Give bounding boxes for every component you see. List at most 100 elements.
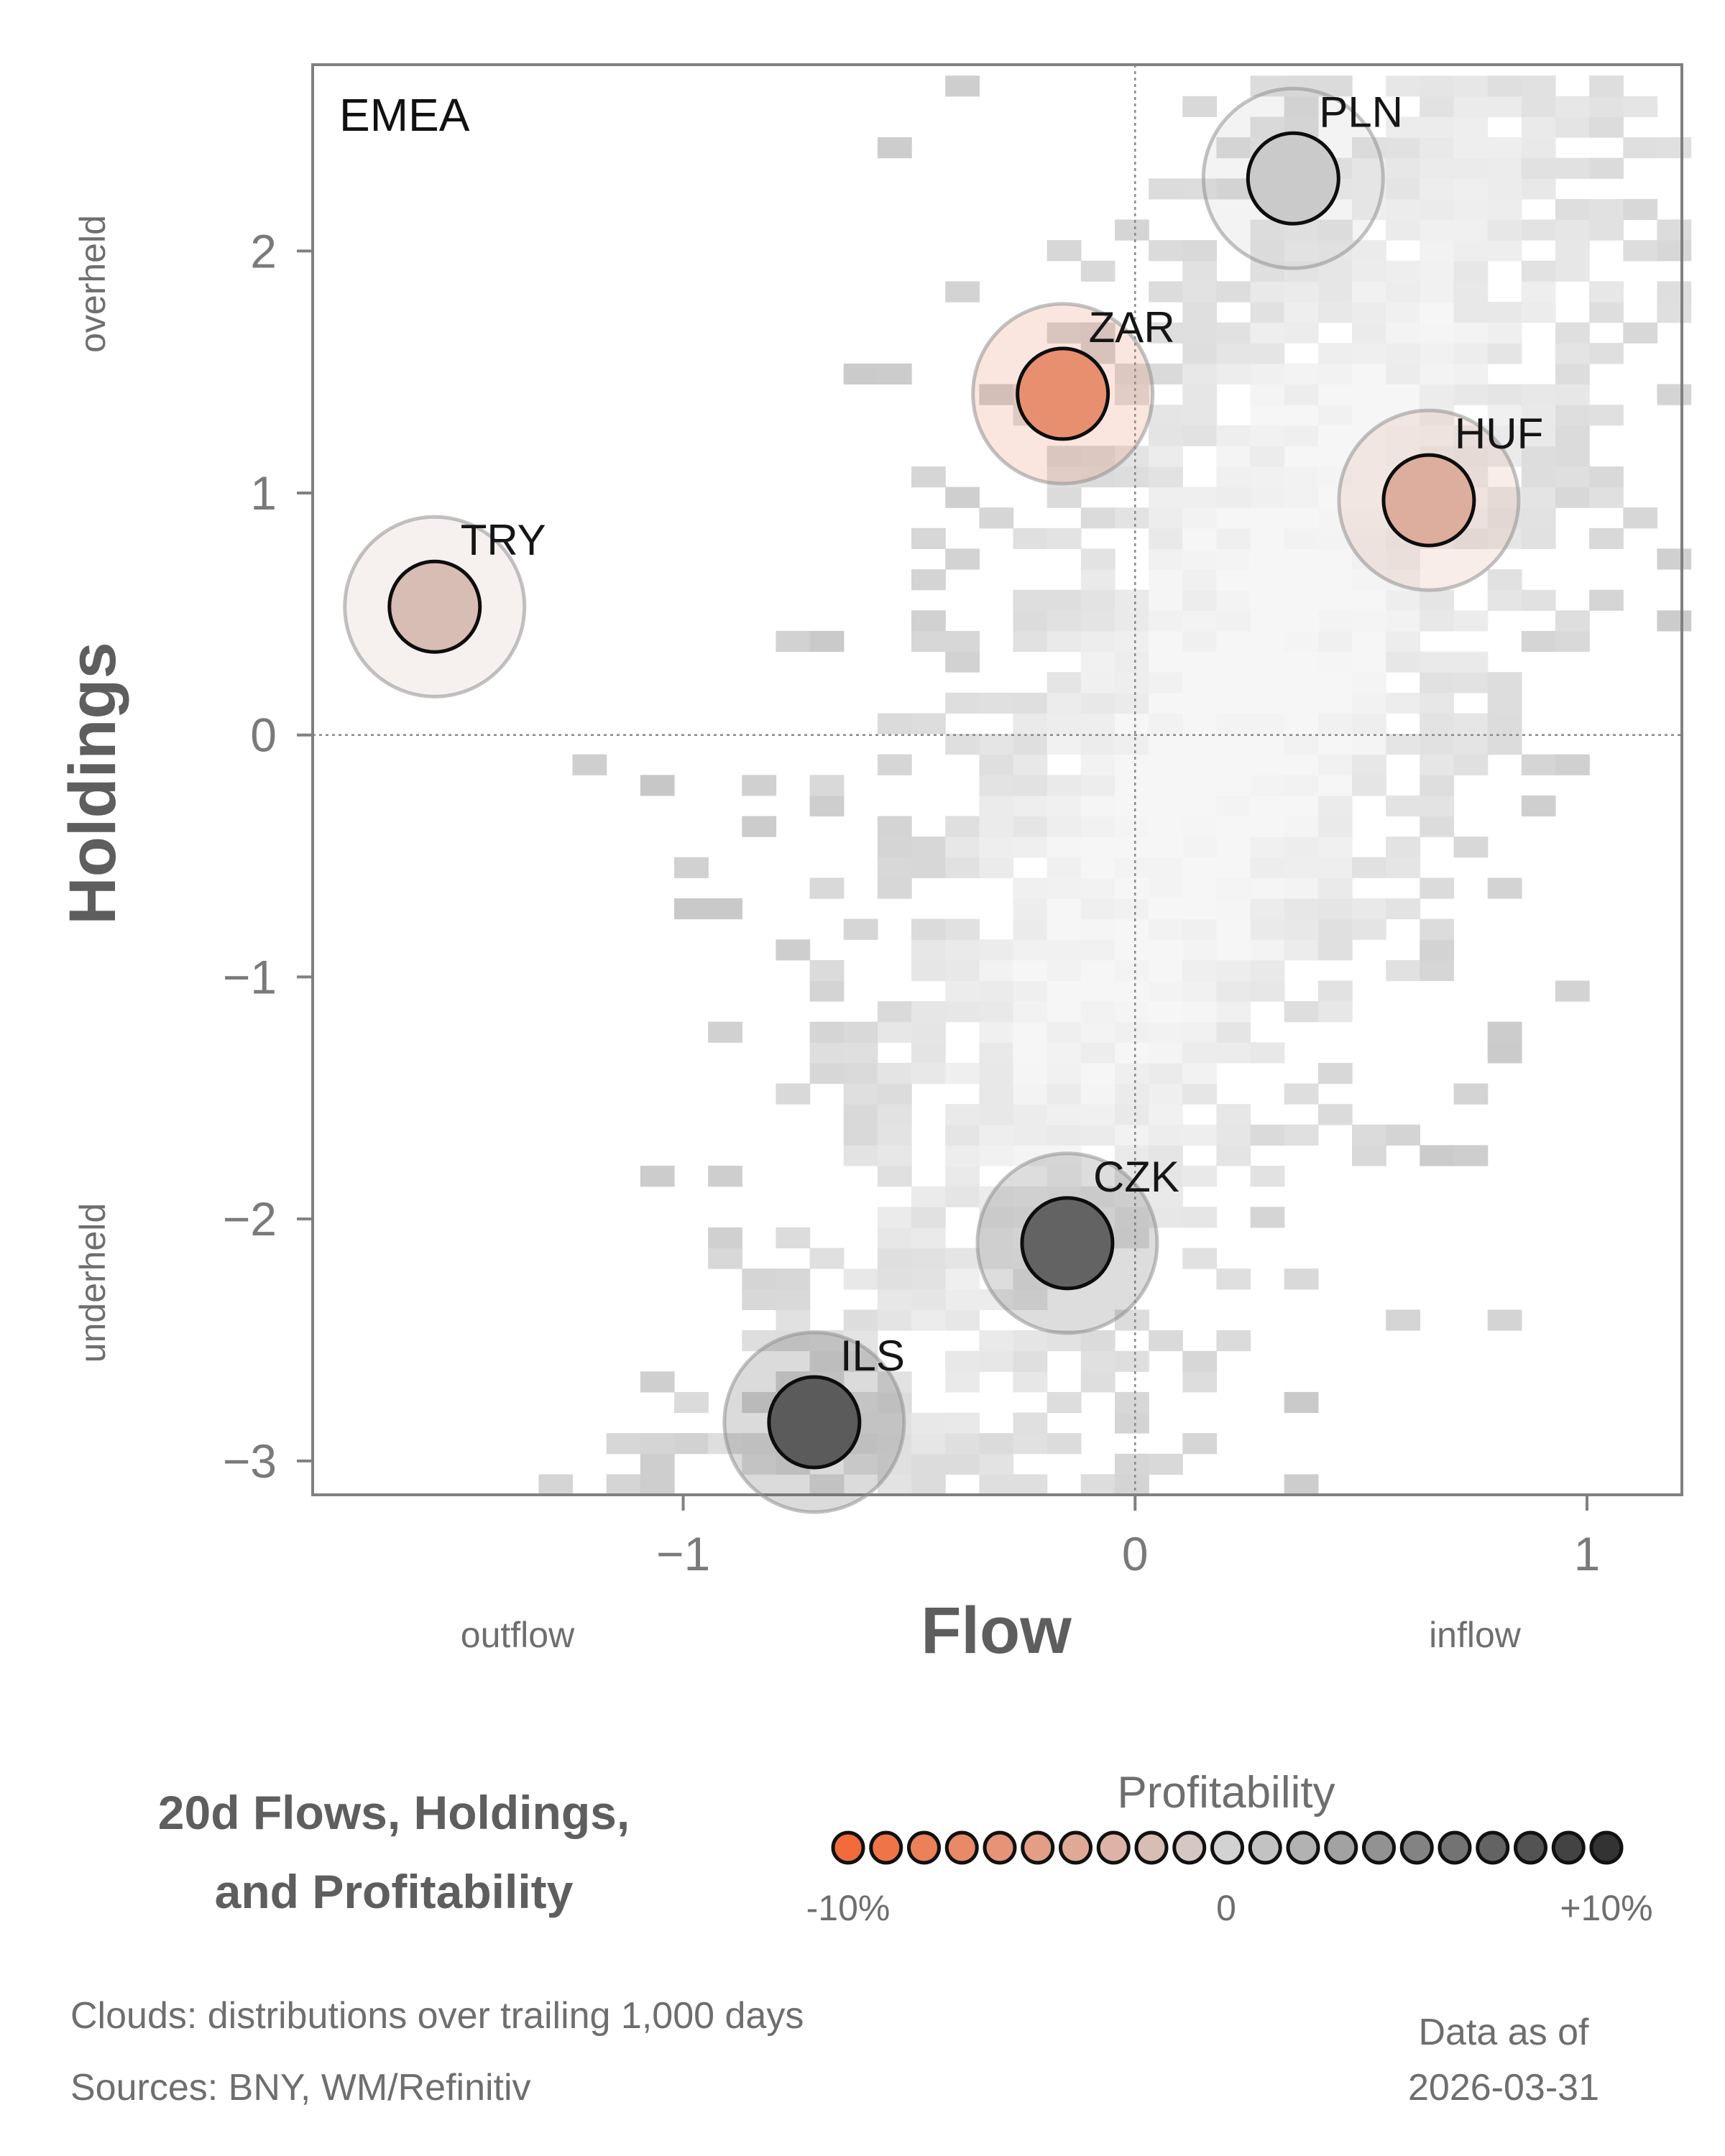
cloud-cell — [1080, 1124, 1116, 1146]
cloud-cell — [1521, 96, 1556, 117]
cloud-cell — [1589, 116, 1624, 138]
cloud-cell — [1080, 775, 1116, 796]
cloud-cell — [1115, 877, 1149, 899]
cloud-cell — [945, 1433, 980, 1455]
cloud-cell — [1487, 178, 1522, 200]
cloud-cell — [1352, 302, 1386, 323]
point-label: PLN — [1319, 88, 1403, 136]
cloud-cell — [911, 1248, 946, 1269]
cloud-cell — [1149, 363, 1183, 384]
cloud-cell — [1149, 240, 1183, 262]
cloud-cell — [1284, 898, 1319, 920]
cloud-cell — [1352, 405, 1386, 426]
cloud-cell — [1589, 75, 1624, 97]
cloud-cell — [1317, 775, 1353, 796]
cloud-cell — [1182, 877, 1218, 899]
cloud-cell — [1250, 795, 1285, 817]
cloud-cell — [1216, 1021, 1251, 1043]
cloud-cell — [1317, 754, 1353, 775]
cloud-cell — [1013, 1371, 1048, 1393]
cloud-cell — [877, 1309, 912, 1331]
x-axis-title: Flow — [921, 1594, 1072, 1667]
cloud-cell — [1182, 754, 1218, 775]
cloud-cell — [945, 734, 980, 755]
cloud-cell — [1521, 466, 1556, 488]
cloud-cell — [945, 1289, 980, 1310]
colorbar-swatch — [1172, 1830, 1207, 1865]
cloud-cell — [1487, 1021, 1522, 1043]
cloud-cell — [1386, 589, 1420, 611]
cloud-cell — [979, 1433, 1014, 1455]
cloud-cell — [877, 1145, 912, 1166]
cloud-cell — [1386, 857, 1420, 878]
cloud-cell — [1115, 589, 1149, 611]
cloud-cell — [1250, 466, 1285, 488]
cloud-cell — [1453, 178, 1489, 200]
cloud-cell — [1487, 384, 1522, 405]
cloud-cell — [1149, 630, 1183, 653]
cloud-cell — [1386, 75, 1420, 97]
y-tick-label: −3 — [223, 1434, 277, 1488]
cloud-cell — [1115, 1412, 1149, 1434]
cloud-cell — [1284, 816, 1319, 837]
cloud-cell — [1250, 877, 1285, 899]
cloud-cell — [1487, 877, 1522, 899]
cloud-cell — [1352, 343, 1386, 364]
cloud-cell — [1149, 918, 1183, 940]
cloud-cell — [1046, 446, 1082, 467]
cloud-cell — [1182, 1248, 1218, 1269]
cloud-cell — [1182, 405, 1218, 426]
cloud-cell — [1555, 466, 1590, 488]
cloud-cell — [979, 507, 1014, 529]
cloud-cell — [877, 1227, 912, 1249]
cloud-cell — [1386, 116, 1420, 138]
cloud-cell — [843, 1453, 878, 1475]
colorbar-max-label: +10% — [1560, 1888, 1652, 1928]
cloud-cell — [1080, 1350, 1116, 1372]
cloud-cell — [1182, 672, 1218, 694]
cloud-cell — [1386, 837, 1420, 858]
cloud-cell — [1216, 178, 1251, 200]
cloud-cell — [1589, 157, 1624, 179]
cloud-cell — [1555, 198, 1590, 221]
cloud-cell — [1115, 754, 1149, 775]
cloud-cell — [1149, 178, 1183, 200]
cloud-cell — [1115, 1309, 1149, 1331]
cloud-cell — [877, 1248, 912, 1269]
cloud-cell — [606, 1433, 641, 1455]
point-label: TRY — [461, 516, 546, 564]
cloud-cell — [1216, 281, 1251, 303]
cloud-cell — [1317, 1001, 1353, 1023]
cloud-cell — [1216, 569, 1251, 591]
cloud-cell — [1420, 651, 1455, 673]
cloud-cell — [877, 1289, 912, 1310]
cloud-cell — [1250, 816, 1285, 837]
cloud-cell — [979, 1124, 1014, 1146]
cloud-cell — [1284, 281, 1319, 303]
cloud-cell — [1216, 137, 1251, 159]
colorbar-swatch — [1438, 1830, 1472, 1865]
cloud-cell — [1623, 96, 1658, 117]
cloud-cell — [1115, 713, 1149, 734]
cloud-cell — [1521, 507, 1556, 529]
cloud-cell — [640, 775, 675, 796]
cloud-cell — [1182, 302, 1218, 323]
cloud-cell — [1657, 302, 1692, 323]
colorbar-swatch — [1476, 1830, 1510, 1865]
cloud-cell — [1317, 980, 1353, 1002]
cloud-cell — [979, 857, 1014, 878]
colorbar-swatch — [1399, 1830, 1434, 1865]
point-label: CZK — [1093, 1153, 1179, 1201]
cloud-cell — [1046, 672, 1082, 694]
cloud-cell — [1284, 857, 1319, 878]
cloud-cell — [1250, 1042, 1285, 1064]
cloud-cell — [1250, 1124, 1285, 1146]
cloud-cell — [1182, 178, 1218, 200]
cloud-cell — [1080, 754, 1116, 775]
cloud-cell — [1420, 157, 1455, 179]
cloud-cell — [1182, 343, 1218, 364]
cloud-cell — [843, 1104, 878, 1125]
cloud-cell — [776, 630, 811, 653]
cloud-cell — [1386, 322, 1420, 344]
y-tick-label: −1 — [223, 950, 277, 1003]
